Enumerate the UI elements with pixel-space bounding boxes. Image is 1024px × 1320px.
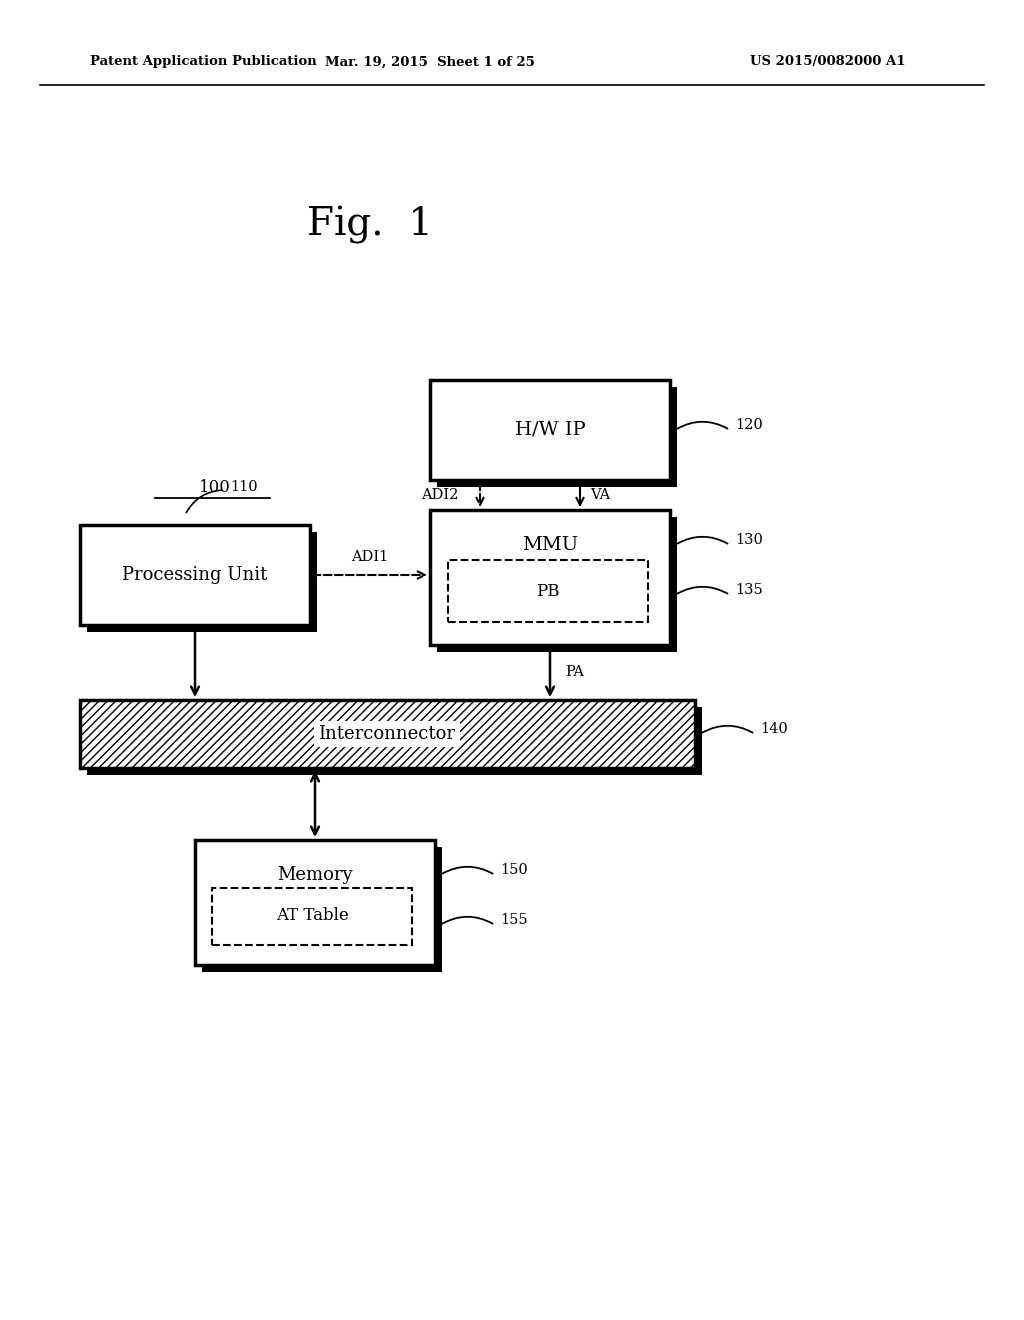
Text: Processing Unit: Processing Unit (122, 566, 267, 583)
Bar (430, 510, 670, 645)
Text: 135: 135 (735, 583, 763, 597)
Text: ADI2: ADI2 (421, 488, 458, 502)
Bar (80, 525, 310, 624)
Text: H/W IP: H/W IP (515, 421, 586, 440)
Bar (202, 847, 442, 972)
Bar (87, 708, 702, 775)
Bar (212, 888, 412, 945)
Text: 155: 155 (500, 913, 527, 927)
Bar (449, 560, 648, 622)
Bar (430, 380, 670, 480)
Text: 150: 150 (500, 863, 527, 876)
Text: AT Table: AT Table (275, 908, 348, 924)
Text: 130: 130 (735, 533, 763, 546)
Text: PB: PB (537, 582, 560, 599)
Text: Fig.  1: Fig. 1 (307, 206, 433, 244)
Text: 120: 120 (735, 418, 763, 432)
Text: VA: VA (590, 488, 610, 502)
Bar (80, 700, 695, 768)
Text: US 2015/0082000 A1: US 2015/0082000 A1 (750, 55, 905, 69)
Text: Interconnector: Interconnector (318, 725, 456, 743)
Text: 140: 140 (760, 722, 787, 737)
Text: 110: 110 (230, 480, 258, 494)
Text: ADI1: ADI1 (351, 550, 389, 564)
Text: Memory: Memory (278, 866, 353, 884)
Text: PA: PA (565, 665, 584, 678)
Text: 100: 100 (199, 479, 231, 496)
Bar (437, 517, 677, 652)
Bar (87, 532, 317, 632)
Bar (437, 387, 677, 487)
Bar (195, 840, 435, 965)
Text: Mar. 19, 2015  Sheet 1 of 25: Mar. 19, 2015 Sheet 1 of 25 (325, 55, 535, 69)
Text: Patent Application Publication: Patent Application Publication (90, 55, 316, 69)
Text: MMU: MMU (522, 536, 579, 554)
